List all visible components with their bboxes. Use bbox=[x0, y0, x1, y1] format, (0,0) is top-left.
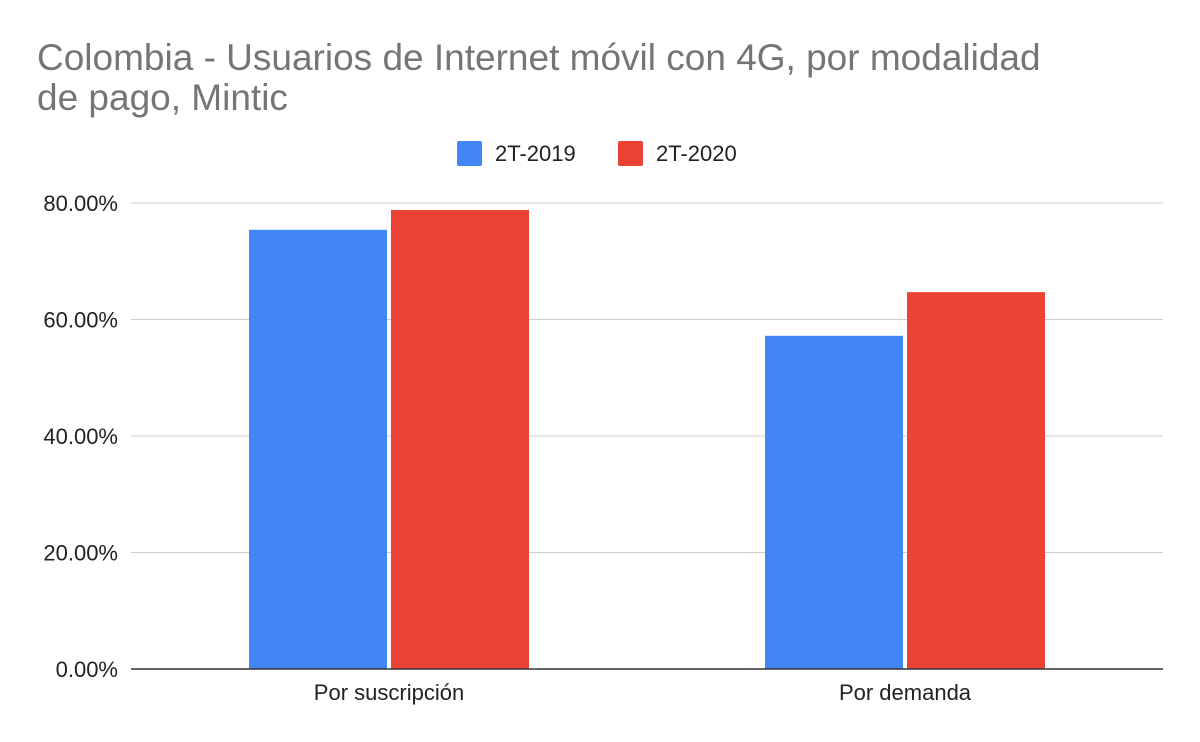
bars bbox=[249, 209, 1045, 670]
y-axis-tick-labels: 0.00% 20.00% 40.00% 60.00% 80.00% bbox=[43, 191, 118, 682]
y-tick-label: 80.00% bbox=[43, 191, 118, 216]
bar-series-1-category-1 bbox=[249, 229, 387, 670]
y-tick-label: 20.00% bbox=[43, 541, 118, 566]
bar-series-2-category-2 bbox=[907, 292, 1045, 669]
legend-swatch bbox=[618, 141, 643, 166]
chart-title-line-2: de pago, Mintic bbox=[37, 77, 288, 118]
chart-title: Colombia - Usuarios de Internet móvil co… bbox=[37, 37, 1041, 118]
y-tick-label: 40.00% bbox=[43, 424, 118, 449]
bar-series-2-category-1 bbox=[391, 209, 529, 670]
legend-label: 2T-2020 bbox=[656, 141, 737, 166]
chart-title-line-1: Colombia - Usuarios de Internet móvil co… bbox=[37, 37, 1041, 78]
y-tick-label: 0.00% bbox=[56, 657, 118, 682]
y-tick-label: 60.00% bbox=[43, 308, 118, 333]
x-category-label: Por suscripción bbox=[314, 680, 464, 705]
legend: 2T-2019 2T-2020 bbox=[457, 141, 737, 166]
legend-swatch bbox=[457, 141, 482, 166]
x-axis-category-labels: Por suscripción Por demanda bbox=[314, 680, 972, 705]
legend-label: 2T-2019 bbox=[495, 141, 576, 166]
bar-series-1-category-2 bbox=[765, 335, 903, 669]
x-category-label: Por demanda bbox=[839, 680, 972, 705]
